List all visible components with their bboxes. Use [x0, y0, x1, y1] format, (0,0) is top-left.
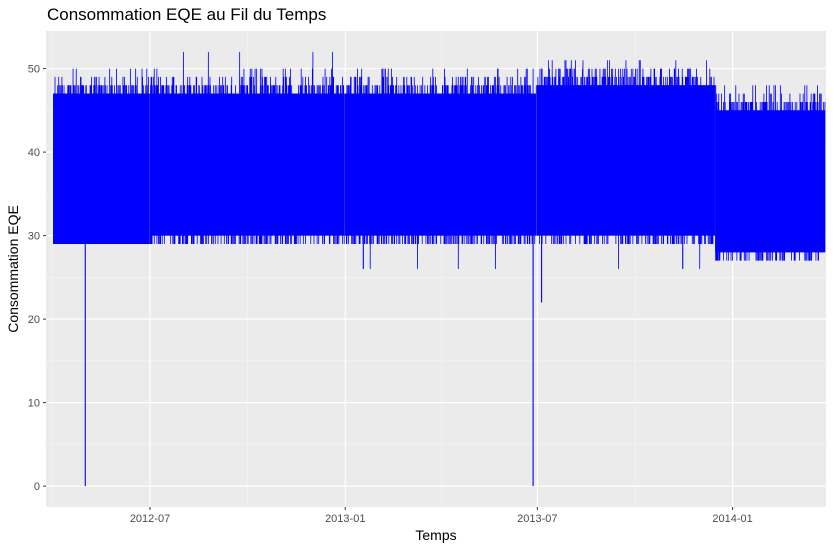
series-line — [344, 68, 537, 270]
y-tick-label: 20 — [28, 314, 40, 326]
y-tick-label: 50 — [28, 64, 40, 76]
axes: 0 10 20 30 40 50 2012-07 2013-01 2013-07 2014-01 — [28, 64, 753, 525]
series-line — [536, 60, 715, 270]
x-axis-title: Temps — [415, 527, 456, 543]
x-tick-label: 2013-07 — [517, 513, 557, 525]
y-tick-label: 10 — [28, 398, 40, 410]
x-tick-label: 2014-01 — [712, 513, 752, 525]
y-tick-label: 40 — [28, 147, 40, 159]
series-line — [149, 51, 345, 244]
series-line — [715, 85, 826, 261]
y-tick-label: 30 — [28, 231, 40, 243]
data-series — [53, 51, 826, 487]
x-tick-label: 2012-07 — [130, 513, 170, 525]
x-tick-label: 2013-01 — [325, 513, 365, 525]
y-tick-label: 0 — [34, 481, 40, 493]
grid — [46, 31, 826, 507]
chart-title: Consommation EQE au Fil du Temps — [47, 5, 326, 24]
y-axis-title: Consommation EQE — [5, 205, 21, 333]
series-line — [53, 68, 150, 244]
